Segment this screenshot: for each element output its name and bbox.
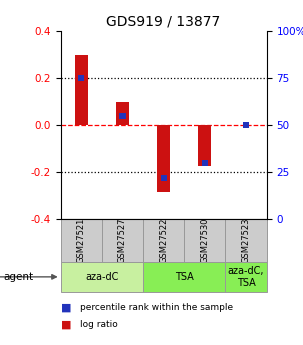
Bar xyxy=(61,219,102,262)
Bar xyxy=(143,262,225,292)
Text: percentile rank within the sample: percentile rank within the sample xyxy=(80,303,233,312)
Bar xyxy=(184,219,225,262)
Text: TSA: TSA xyxy=(175,272,194,282)
Text: ■: ■ xyxy=(61,319,71,329)
Text: log ratio: log ratio xyxy=(80,320,118,329)
Bar xyxy=(198,125,211,166)
Text: agent: agent xyxy=(3,272,33,282)
Bar xyxy=(102,219,143,262)
Bar xyxy=(143,219,184,262)
Bar xyxy=(157,125,170,192)
Bar xyxy=(161,175,167,181)
Bar xyxy=(225,219,267,262)
Title: GDS919 / 13877: GDS919 / 13877 xyxy=(106,14,221,29)
Bar xyxy=(116,101,129,125)
Bar xyxy=(202,160,208,166)
Text: aza-dC,
TSA: aza-dC, TSA xyxy=(228,266,264,288)
Bar xyxy=(243,122,249,128)
Text: ■: ■ xyxy=(61,303,71,313)
Text: GSM27523: GSM27523 xyxy=(241,218,251,263)
Bar xyxy=(225,262,267,292)
Bar xyxy=(61,262,143,292)
Text: GSM27521: GSM27521 xyxy=(77,218,86,263)
Bar xyxy=(119,113,125,119)
Text: GSM27527: GSM27527 xyxy=(118,218,127,263)
Bar xyxy=(78,75,84,81)
Bar xyxy=(75,55,88,125)
Text: GSM27530: GSM27530 xyxy=(200,218,209,263)
Text: aza-dC: aza-dC xyxy=(85,272,118,282)
Text: GSM27522: GSM27522 xyxy=(159,218,168,263)
